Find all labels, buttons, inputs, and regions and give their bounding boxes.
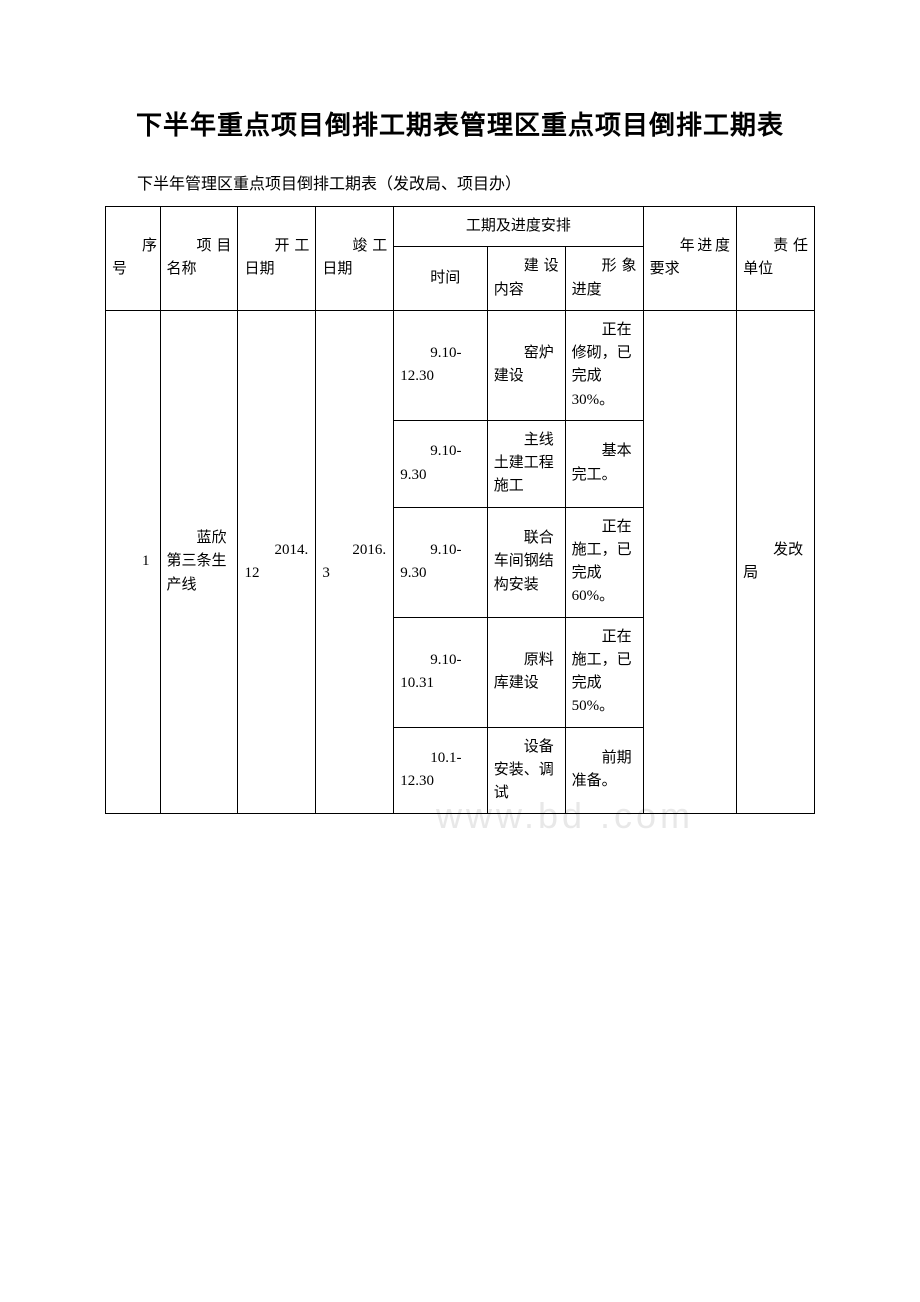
header-name: 项目名称	[160, 207, 238, 311]
header-progress: 形象进度	[565, 247, 643, 311]
cell-progress: 正在施工，已完成50%。	[565, 617, 643, 727]
header-progress-group: 工期及进度安排	[394, 207, 643, 247]
header-end: 竣工日期	[316, 207, 394, 311]
cell-end: 2016.3	[316, 310, 394, 814]
cell-start: 2014.12	[238, 310, 316, 814]
cell-year	[643, 310, 737, 814]
cell-seq: 1	[106, 310, 161, 814]
header-content: 建设内容	[487, 247, 565, 311]
header-seq: 序号	[106, 207, 161, 311]
cell-name: 蓝欣第三条生产线	[160, 310, 238, 814]
document-page: www.bd .com 下半年重点项目倒排工期表管理区重点项目倒排工期表 下半年…	[105, 105, 815, 814]
header-resp: 责任单位	[737, 207, 815, 311]
header-start: 开工日期	[238, 207, 316, 311]
cell-progress: 正在施工，已完成60%。	[565, 507, 643, 617]
cell-time: 9.10-9.30	[394, 507, 488, 617]
header-time: 时间	[394, 247, 488, 311]
document-title: 下半年重点项目倒排工期表管理区重点项目倒排工期表	[105, 105, 815, 142]
cell-content: 联合车间钢结构安装	[487, 507, 565, 617]
cell-progress: 正在修砌，已完成30%。	[565, 310, 643, 420]
cell-time: 9.10-10.31	[394, 617, 488, 727]
cell-time: 9.10-12.30	[394, 310, 488, 420]
cell-content: 设备安装、调试	[487, 727, 565, 814]
cell-content: 窑炉建设	[487, 310, 565, 420]
cell-content: 主线土建工程施工	[487, 420, 565, 507]
cell-content: 原料库建设	[487, 617, 565, 727]
cell-progress: 基本完工。	[565, 420, 643, 507]
cell-progress: 前期准备。	[565, 727, 643, 814]
cell-resp: 发改局	[737, 310, 815, 814]
cell-time: 9.10-9.30	[394, 420, 488, 507]
schedule-table: 序号 项目名称 开工日期 竣工日期 工期及进度安排 年进度要求 责任单位 时间 …	[105, 206, 815, 814]
table-row: 1 蓝欣第三条生产线 2014.12 2016.3 9.10-12.30 窑炉建…	[106, 310, 815, 420]
cell-time: 10.1-12.30	[394, 727, 488, 814]
document-subtitle: 下半年管理区重点项目倒排工期表（发改局、项目办）	[105, 170, 815, 194]
table-header-row-1: 序号 项目名称 开工日期 竣工日期 工期及进度安排 年进度要求 责任单位	[106, 207, 815, 247]
header-year: 年进度要求	[643, 207, 737, 311]
